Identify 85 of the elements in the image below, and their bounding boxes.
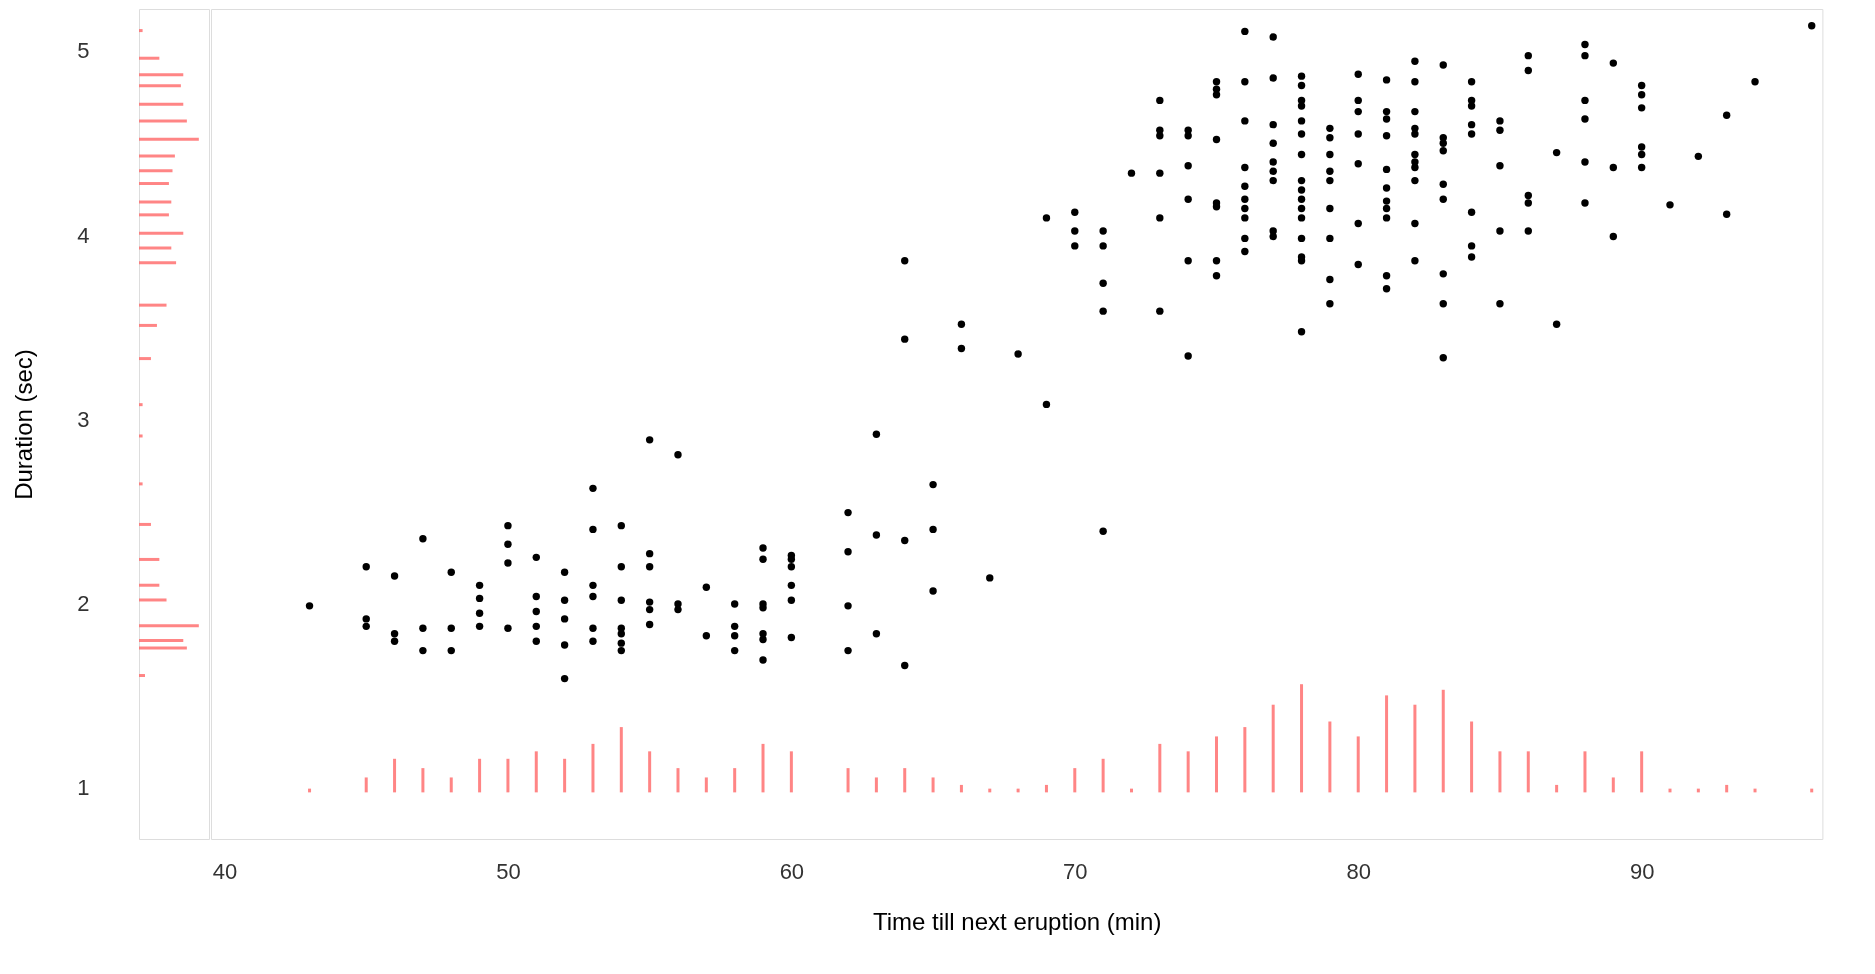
bar: [1186, 751, 1190, 793]
bar: [676, 768, 680, 793]
bar: [1215, 736, 1219, 793]
bar: [931, 777, 935, 793]
bar: [139, 357, 151, 361]
bar: [393, 758, 397, 793]
x-axis-title: Time till next eruption (min): [872, 907, 1162, 935]
bar: [1044, 784, 1048, 793]
x-tick-label: 50: [496, 858, 521, 884]
bar: [1441, 689, 1445, 793]
bar: [139, 261, 177, 265]
bar: [1385, 695, 1389, 793]
bar: [364, 777, 368, 793]
bar: [789, 751, 793, 793]
x-tick-label: 80: [1346, 858, 1371, 884]
bar: [478, 758, 482, 793]
bar: [139, 639, 184, 643]
bar: [1271, 704, 1275, 793]
bar: [139, 119, 187, 123]
bar: [1555, 784, 1559, 793]
bar: [139, 598, 167, 602]
bar: [1611, 777, 1615, 793]
bar: [139, 246, 172, 250]
bar: [139, 323, 157, 327]
y-tick-label: 2: [77, 591, 90, 617]
bar: [534, 751, 538, 793]
bar: [1583, 751, 1587, 793]
bar: [591, 743, 595, 793]
bar: [139, 56, 160, 60]
y-tick-label: 5: [77, 38, 90, 64]
bar: [139, 29, 143, 33]
bar: [648, 751, 652, 793]
x-tick-label: 40: [212, 858, 238, 884]
bar: [1725, 784, 1729, 793]
bar: [846, 768, 850, 793]
bar: [506, 758, 510, 793]
bar: [959, 784, 963, 793]
x-tick-label: 60: [779, 858, 805, 884]
bar: [1498, 751, 1502, 793]
bar: [1413, 704, 1417, 793]
bar: [1300, 684, 1304, 793]
bar: [139, 674, 145, 678]
y-tick-label: 1: [77, 775, 90, 801]
bar: [1526, 751, 1530, 793]
bar: [139, 200, 172, 204]
bar: [139, 522, 151, 526]
bar: [139, 231, 184, 235]
bar: [704, 777, 708, 793]
bar: [1158, 743, 1162, 793]
bar: [139, 169, 173, 173]
bar: [139, 403, 143, 407]
y-axis-title: Duration (sec): [10, 349, 38, 500]
bar: [1356, 736, 1360, 793]
bar: [1101, 758, 1105, 793]
bar: [874, 777, 878, 793]
bar: [139, 137, 199, 141]
bar: [139, 182, 169, 186]
bar: [139, 557, 160, 561]
bar: [139, 102, 184, 106]
bar: [733, 768, 737, 793]
bar: [139, 482, 143, 486]
bar: [563, 758, 567, 793]
bar: [1640, 751, 1644, 793]
x-tick-label: 90: [1629, 858, 1655, 884]
bar: [1243, 727, 1247, 793]
bar: [761, 743, 765, 793]
bar: [1470, 721, 1474, 793]
bar: [139, 303, 167, 307]
bar: [449, 777, 453, 793]
bar: [1328, 721, 1332, 793]
bar: [619, 727, 623, 793]
y-tick-label: 4: [77, 222, 90, 248]
y-tick-label: 3: [77, 406, 90, 432]
bar: [139, 624, 199, 628]
bar: [139, 646, 187, 650]
bar: [139, 73, 184, 77]
bar: [139, 583, 160, 587]
bar: [421, 768, 425, 793]
bar: [139, 213, 169, 217]
bar: [903, 768, 907, 793]
bar: [139, 434, 143, 438]
bar: [1073, 768, 1077, 793]
bar: [139, 84, 181, 88]
x-tick-label: 70: [1063, 858, 1088, 884]
bar: [139, 154, 175, 158]
